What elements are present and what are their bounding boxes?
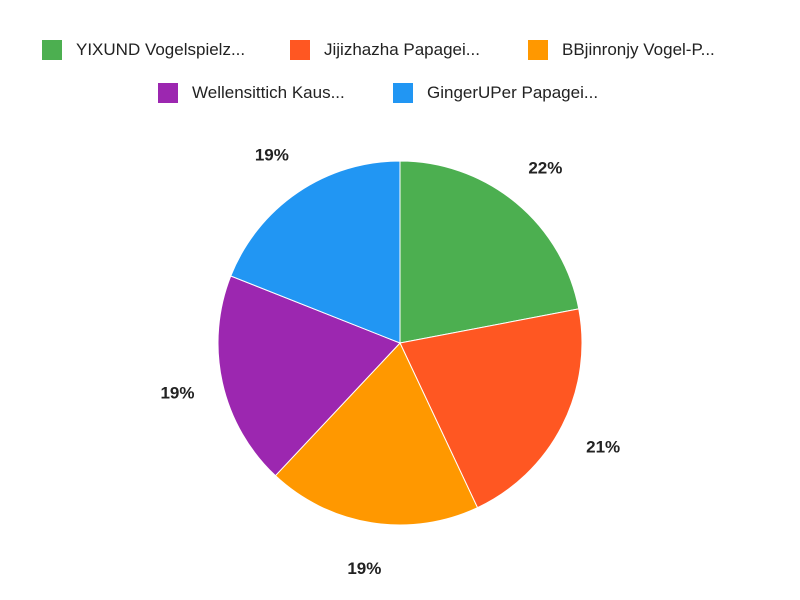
legend-item[interactable]: Wellensittich Kaus... bbox=[158, 82, 345, 104]
legend-swatch bbox=[290, 40, 310, 60]
pie-slice[interactable] bbox=[399, 160, 580, 344]
slice-percent-label: 19% bbox=[255, 145, 289, 164]
legend-swatch bbox=[528, 40, 548, 60]
legend-swatch bbox=[42, 40, 62, 60]
legend-label: Wellensittich Kaus... bbox=[192, 83, 345, 102]
pie-slice[interactable] bbox=[217, 275, 401, 477]
pie-slice[interactable] bbox=[399, 308, 583, 509]
legend-item[interactable]: GingerUPer Papagei... bbox=[393, 82, 598, 104]
legend-label: GingerUPer Papagei... bbox=[427, 83, 599, 102]
legend-swatch bbox=[393, 83, 413, 103]
slice-percent-label: 19% bbox=[347, 559, 381, 578]
legend-label: YIXUND Vogelspielz... bbox=[76, 40, 246, 59]
pie-slice[interactable] bbox=[274, 342, 479, 526]
pie-slice[interactable] bbox=[230, 160, 401, 344]
legend-label: BBjinronjy Vogel-P... bbox=[562, 40, 715, 59]
slice-percent-label: 21% bbox=[586, 438, 620, 457]
legend-swatch bbox=[158, 83, 178, 103]
slice-percent-label: 19% bbox=[160, 384, 194, 403]
legend-item[interactable]: Jijizhazha Papagei... bbox=[290, 39, 480, 61]
slice-percent-label: 22% bbox=[528, 158, 562, 177]
legend-item[interactable]: YIXUND Vogelspielz... bbox=[42, 39, 245, 61]
legend-item[interactable]: BBjinronjy Vogel-P... bbox=[528, 39, 715, 61]
legend-label: Jijizhazha Papagei... bbox=[324, 40, 480, 59]
